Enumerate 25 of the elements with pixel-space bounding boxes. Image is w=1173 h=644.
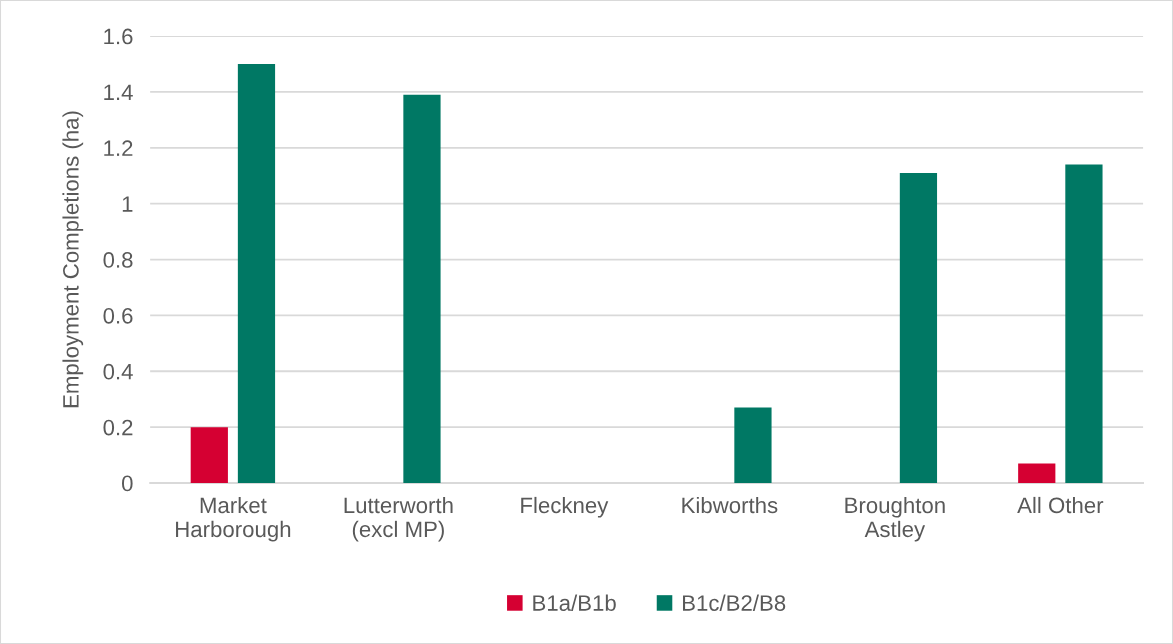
x-tick-label: Lutterworth (excl MP)	[344, 496, 453, 542]
y-tick-label: 0.2	[103, 419, 133, 436]
y-tick-label: 0	[121, 475, 133, 492]
bar	[237, 64, 276, 483]
bar	[734, 407, 772, 483]
y-tick-label: 0.8	[103, 252, 133, 268]
y-tick-label: 1.6	[104, 28, 133, 45]
x-tick-label: Kibworths	[682, 496, 778, 514]
x-tick-label: All Other	[1017, 496, 1104, 514]
y-tick-label: 1	[122, 196, 133, 212]
bar	[1018, 463, 1056, 483]
y-tick-label: 0.4	[103, 363, 133, 380]
legend-label: B1a/B1b	[533, 594, 616, 611]
bar	[1065, 164, 1103, 483]
legend-label: B1c/B2/B8	[683, 594, 786, 611]
bar	[190, 427, 228, 483]
bar	[403, 94, 441, 483]
y-axis-title: Employment Completions (ha)	[62, 111, 84, 408]
bar	[899, 172, 938, 483]
y-tick-label: 1.4	[104, 84, 133, 100]
x-tick-label: Fleckney	[521, 496, 609, 518]
x-tick-label: Broughton Astley	[845, 496, 945, 542]
y-tick-label: 1.2	[104, 140, 133, 156]
x-tick-label: Market Harborough	[176, 496, 291, 542]
y-tick-label: 0.6	[103, 307, 133, 324]
